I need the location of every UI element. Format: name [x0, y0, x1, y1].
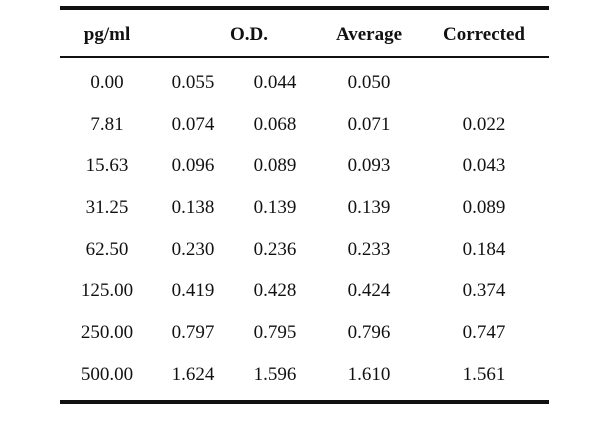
- header-od: O.D.: [230, 23, 268, 45]
- od-replicate-2-cell: 0.428: [253, 280, 297, 302]
- od-replicate-1-cell: 0.138: [171, 196, 215, 218]
- corrected-cell: 0.747: [462, 321, 506, 343]
- table-header-rule: [60, 56, 549, 58]
- concentration-cell: 0.00: [90, 71, 124, 93]
- od-replicate-2-cell: 0.044: [253, 71, 297, 93]
- od-replicate-2-cell: 0.139: [253, 196, 297, 218]
- concentration-cell: 62.50: [85, 238, 129, 260]
- header-corrected: Corrected: [443, 23, 525, 45]
- table-row: 7.81 0.074 0.068 0.071 0.022: [60, 104, 549, 146]
- corrected-cell: 0.374: [462, 280, 506, 302]
- average-cell: 0.139: [347, 196, 391, 218]
- od-replicate-1-cell: 1.624: [171, 363, 215, 385]
- od-replicate-2-cell: 0.068: [253, 113, 297, 135]
- od-replicate-1-cell: 0.419: [171, 280, 215, 302]
- od-replicate-2-cell: 1.596: [253, 363, 297, 385]
- average-cell: 0.050: [347, 71, 391, 93]
- table-body: 0.00 0.055 0.044 0.050 7.81 0.074 0.068 …: [60, 58, 549, 400]
- od-replicate-2-cell: 0.236: [253, 238, 297, 260]
- od-replicate-1-cell: 0.096: [171, 155, 215, 177]
- header-average: Average: [335, 23, 403, 45]
- corrected-cell: 0.184: [462, 238, 506, 260]
- table-top-rule: [60, 6, 549, 10]
- concentration-cell: 250.00: [80, 321, 134, 343]
- concentration-cell: 500.00: [80, 363, 134, 385]
- standard-curve-table: pg/ml O.D. Average Corrected 0.00 0.055 …: [60, 6, 549, 404]
- corrected-cell: 0.022: [462, 113, 506, 135]
- average-cell: 1.610: [347, 363, 391, 385]
- od-replicate-2-cell: 0.795: [253, 321, 297, 343]
- table-row: 15.63 0.096 0.089 0.093 0.043: [60, 145, 549, 187]
- od-replicate-1-cell: 0.230: [171, 238, 215, 260]
- table-row: 31.25 0.138 0.139 0.139 0.089: [60, 187, 549, 229]
- table-row: 0.00 0.055 0.044 0.050: [60, 62, 549, 104]
- table-bottom-rule: [60, 399, 549, 404]
- od-replicate-1-cell: 0.055: [171, 71, 215, 93]
- average-cell: 0.093: [347, 155, 391, 177]
- concentration-cell: 15.63: [85, 155, 129, 177]
- table-row: 250.00 0.797 0.795 0.796 0.747: [60, 312, 549, 354]
- concentration-cell: 7.81: [90, 113, 124, 135]
- table-row: 500.00 1.624 1.596 1.610 1.561: [60, 354, 549, 396]
- corrected-cell: 0.089: [462, 196, 506, 218]
- od-replicate-1-cell: 0.074: [171, 113, 215, 135]
- corrected-cell: 1.561: [462, 363, 506, 385]
- od-replicate-2-cell: 0.089: [253, 155, 297, 177]
- average-cell: 0.796: [347, 321, 391, 343]
- average-cell: 0.233: [347, 238, 391, 260]
- table-header-row: pg/ml O.D. Average Corrected: [60, 10, 549, 56]
- corrected-cell: 0.043: [462, 155, 506, 177]
- header-concentration: pg/ml: [83, 23, 131, 45]
- concentration-cell: 125.00: [80, 280, 134, 302]
- concentration-cell: 31.25: [85, 196, 129, 218]
- od-replicate-1-cell: 0.797: [171, 321, 215, 343]
- average-cell: 0.071: [347, 113, 391, 135]
- table-row: 125.00 0.419 0.428 0.424 0.374: [60, 270, 549, 312]
- table-row: 62.50 0.230 0.236 0.233 0.184: [60, 229, 549, 271]
- average-cell: 0.424: [347, 280, 391, 302]
